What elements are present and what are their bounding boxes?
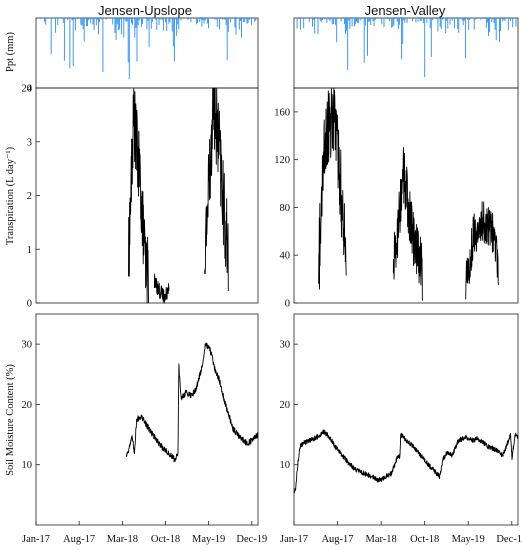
x-tick-label: Jan-17 xyxy=(22,534,50,545)
series-line xyxy=(293,429,519,494)
y-tick-label: 10 xyxy=(280,460,291,471)
y-tick-label: 80 xyxy=(280,203,291,214)
x-tick-label: Mar-18 xyxy=(107,534,138,545)
y-tick-label: 20 xyxy=(22,84,33,95)
series-line xyxy=(204,87,229,292)
plot-frame xyxy=(35,313,259,526)
ppt-axis-label: Ppt (mm) xyxy=(5,32,16,72)
upslope-ppt-panel: 20 xyxy=(22,17,259,95)
plot-frame xyxy=(293,87,519,304)
y-tick-label: 1 xyxy=(27,245,32,256)
x-tick-label: Dec-19 xyxy=(236,534,267,545)
series-line xyxy=(125,342,259,463)
soil-moisture-axis-label: Soil Moisture Content (%) xyxy=(5,364,16,476)
series-line xyxy=(392,147,423,301)
x-tick-label: Oct-18 xyxy=(151,534,180,545)
series-line xyxy=(153,273,170,304)
valley-title: Jensen-Valley xyxy=(365,3,446,18)
y-tick-label: 10 xyxy=(22,460,33,471)
series-line xyxy=(465,201,499,300)
y-tick-label: 30 xyxy=(22,340,33,351)
y-tick-label: 160 xyxy=(274,107,290,118)
y-tick-label: 20 xyxy=(22,400,33,411)
y-tick-label: 40 xyxy=(280,251,291,262)
y-tick-label: 120 xyxy=(274,155,290,166)
series-line xyxy=(318,87,347,290)
x-tick-label: May-19 xyxy=(192,534,225,545)
x-tick-label: Aug-17 xyxy=(321,534,353,545)
y-tick-label: 3 xyxy=(27,137,32,148)
x-tick-label: Aug-17 xyxy=(63,534,95,545)
x-tick-label: Dec-19 xyxy=(496,534,522,545)
transpiration-axis-label: Transpiration (L day⁻¹) xyxy=(5,146,16,245)
series-line xyxy=(128,88,149,304)
valley-soil-moisture-panel: 10 20 30 Jan-17 Aug-17 Mar-18 Oct-18 May-19 Dec-… xyxy=(280,313,522,545)
upslope-soil-moisture-panel: 10 20 30 Jan-17 Aug-17 Mar-18 Oct-18 May-19 Dec-… xyxy=(22,313,267,545)
y-tick-label: 0 xyxy=(27,299,32,310)
valley-transpiration-panel: 0 40 80 120 160 xyxy=(274,87,519,310)
y-tick-label: 2 xyxy=(27,191,32,202)
plot-frame xyxy=(293,17,519,89)
y-tick-label: 0 xyxy=(285,299,290,310)
valley-ppt-panel xyxy=(293,17,519,89)
y-tick-label: 30 xyxy=(280,340,291,351)
x-tick-label: Jan-17 xyxy=(280,534,308,545)
x-tick-label: May-19 xyxy=(452,534,485,545)
upslope-title: Jensen-Upslope xyxy=(98,3,192,18)
plot-frame xyxy=(293,313,519,526)
y-tick-label: 20 xyxy=(280,400,291,411)
x-tick-label: Oct-18 xyxy=(410,534,439,545)
x-tick-label: Mar-18 xyxy=(365,534,396,545)
y-tick-label: 4 xyxy=(27,84,33,95)
upslope-transpiration-panel: 0 1 2 3 4 xyxy=(27,84,259,310)
